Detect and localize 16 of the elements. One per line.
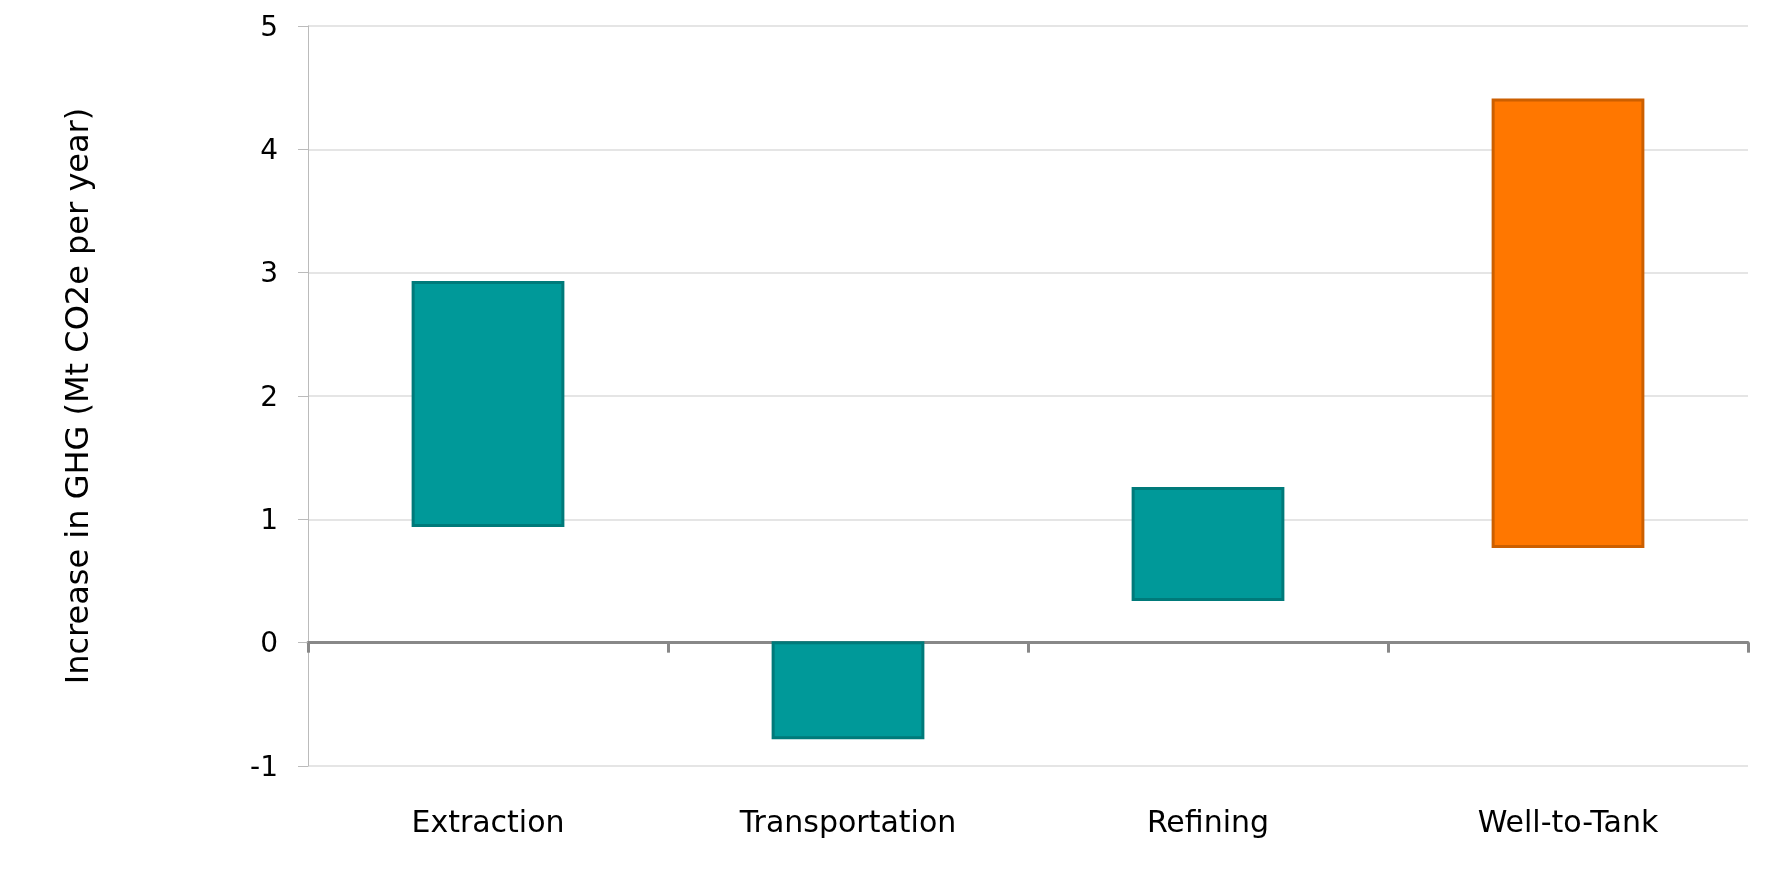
x-tick-label: Refining [1146,803,1270,839]
bar [1131,487,1285,601]
y-tick-label: 1 [260,502,278,536]
y-tick-label: 2 [260,379,278,413]
x-tick-label: Well-to-Tank [1477,803,1659,839]
x-tick-label: Extraction [411,803,565,839]
x-tick-label: Transportation [738,803,957,839]
y-tick-label: 0 [260,626,278,660]
y-tick-label: -1 [250,749,278,783]
y-tick-label: 4 [260,132,278,166]
bar [1491,98,1645,548]
bar [411,281,565,527]
y-tick-label: 5 [260,9,278,43]
bar [771,641,925,740]
y-tick-label: 3 [260,256,278,290]
y-axis-title: Increase in GHG (Mt CO2e per year) [58,107,96,685]
